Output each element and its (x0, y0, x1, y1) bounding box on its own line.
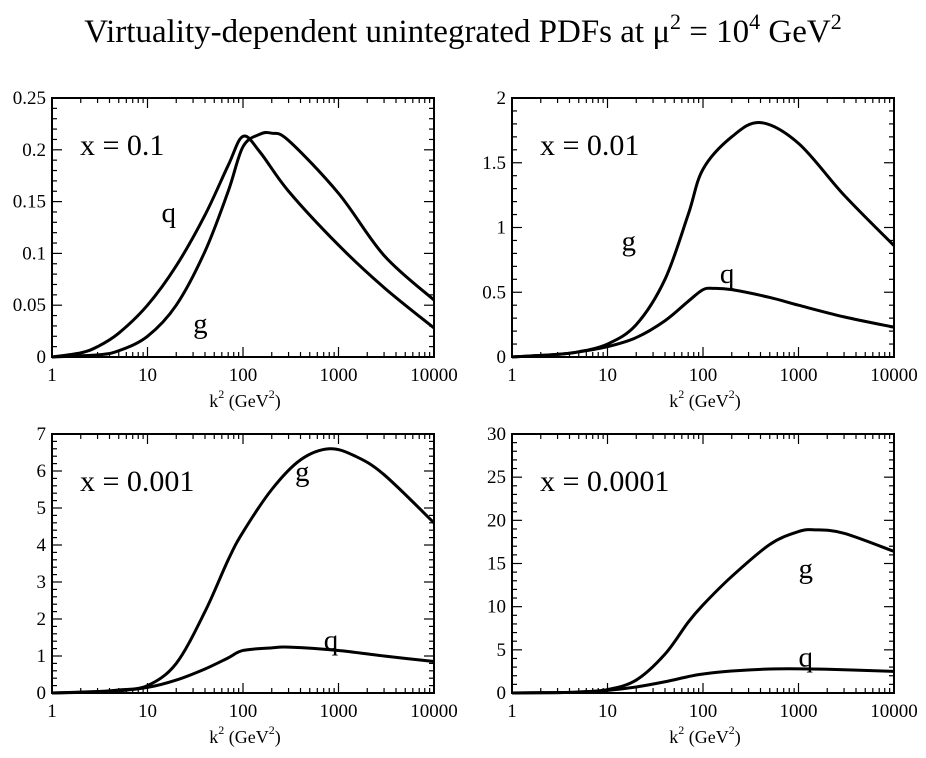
x-tick-label: 100 (689, 701, 718, 722)
series-line-q (51, 645, 435, 695)
x-tick-label: 100 (229, 365, 258, 386)
x-tick-label: 10000 (870, 701, 918, 722)
x-tick-label: 1000 (320, 365, 358, 386)
panel-label: x = 0.001 (80, 465, 194, 498)
y-tick-label: 3 (37, 572, 47, 593)
figure-title: Virtuality-dependent unintegrated PDFs a… (84, 9, 841, 50)
x-tick-label: 1 (507, 365, 517, 386)
panel-2: 1 10 100 1000 10000 0 0.5 1 1.5 2 k2 (GeV2) x = 0.0… (482, 88, 918, 412)
x-tick-label: 100 (229, 701, 258, 722)
y-tick-label: 1 (37, 646, 47, 667)
y-tick-label: 0 (37, 347, 47, 368)
panel-4: 1 10 100 1000 10000 0 5 10 15 20 25 30 k2 (GeV2) x = … (487, 424, 918, 748)
x-axis-label: k2 (GeV2) (209, 723, 280, 748)
series-line-q (51, 134, 435, 359)
x-tick-label: 1000 (320, 701, 358, 722)
series-line-q (511, 286, 895, 359)
x-axis-label: k2 (GeV2) (669, 387, 740, 412)
y-tick-label: 2 (37, 609, 47, 630)
x-tick-label: 10 (598, 365, 617, 386)
series-line-q (511, 667, 895, 695)
x-tick-label: 1000 (780, 701, 818, 722)
x-tick-label: 10 (138, 365, 157, 386)
y-tick-label: 0.25 (13, 88, 46, 109)
x-tick-label: 1 (47, 701, 57, 722)
x-tick-label: 10 (598, 701, 617, 722)
y-tick-label: 5 (37, 498, 47, 519)
y-tick-label: 15 (487, 554, 506, 575)
y-tick-label: 7 (37, 424, 47, 445)
x-tick-label: 10000 (870, 365, 918, 386)
x-axis-label: k2 (GeV2) (669, 723, 740, 748)
x-tick-label: 1 (507, 701, 517, 722)
x-axis-label: k2 (GeV2) (209, 387, 280, 412)
y-tick-label: 0.1 (22, 243, 46, 264)
y-tick-label: 0.5 (482, 282, 506, 303)
panel-label: x = 0.0001 (540, 465, 669, 498)
series-label-g: g (193, 308, 208, 340)
series-label-g: g (621, 225, 636, 257)
x-tick-label: 10000 (410, 365, 458, 386)
y-tick-label: 4 (37, 535, 47, 556)
series-label-g: g (799, 553, 814, 585)
x-tick-label: 1000 (780, 365, 818, 386)
y-tick-label: 0.15 (13, 192, 46, 213)
series-label-q: q (324, 624, 339, 656)
y-tick-label: 1 (497, 218, 507, 239)
series-label-q: q (161, 197, 176, 229)
y-tick-label: 10 (487, 597, 506, 618)
y-tick-label: 20 (487, 510, 506, 531)
panel-1: 1 10 100 1000 10000 0 0.05 0.1 0.15 0.2 0.25 k2 (Ge… (13, 88, 458, 412)
panel-label: x = 0.1 (80, 129, 164, 162)
x-tick-label: 10 (138, 701, 157, 722)
series-label-q: q (720, 258, 735, 290)
y-tick-label: 0.2 (22, 140, 46, 161)
x-tick-label: 1 (47, 365, 57, 386)
series-label-q: q (799, 642, 814, 674)
x-tick-label: 100 (689, 365, 718, 386)
y-tick-label: 6 (37, 461, 47, 482)
y-tick-label: 0 (37, 683, 47, 704)
panel-label: x = 0.01 (540, 129, 639, 162)
series-label-g: g (295, 456, 310, 488)
y-tick-label: 5 (497, 640, 507, 661)
series-line-g (51, 131, 435, 359)
y-tick-label: 0 (497, 683, 507, 704)
y-tick-label: 0 (497, 347, 507, 368)
y-tick-label: 1.5 (482, 153, 506, 174)
y-tick-label: 25 (487, 467, 506, 488)
x-tick-label: 10000 (410, 701, 458, 722)
y-tick-label: 30 (487, 424, 506, 445)
y-tick-label: 2 (497, 88, 507, 109)
y-tick-label: 0.05 (13, 295, 46, 316)
